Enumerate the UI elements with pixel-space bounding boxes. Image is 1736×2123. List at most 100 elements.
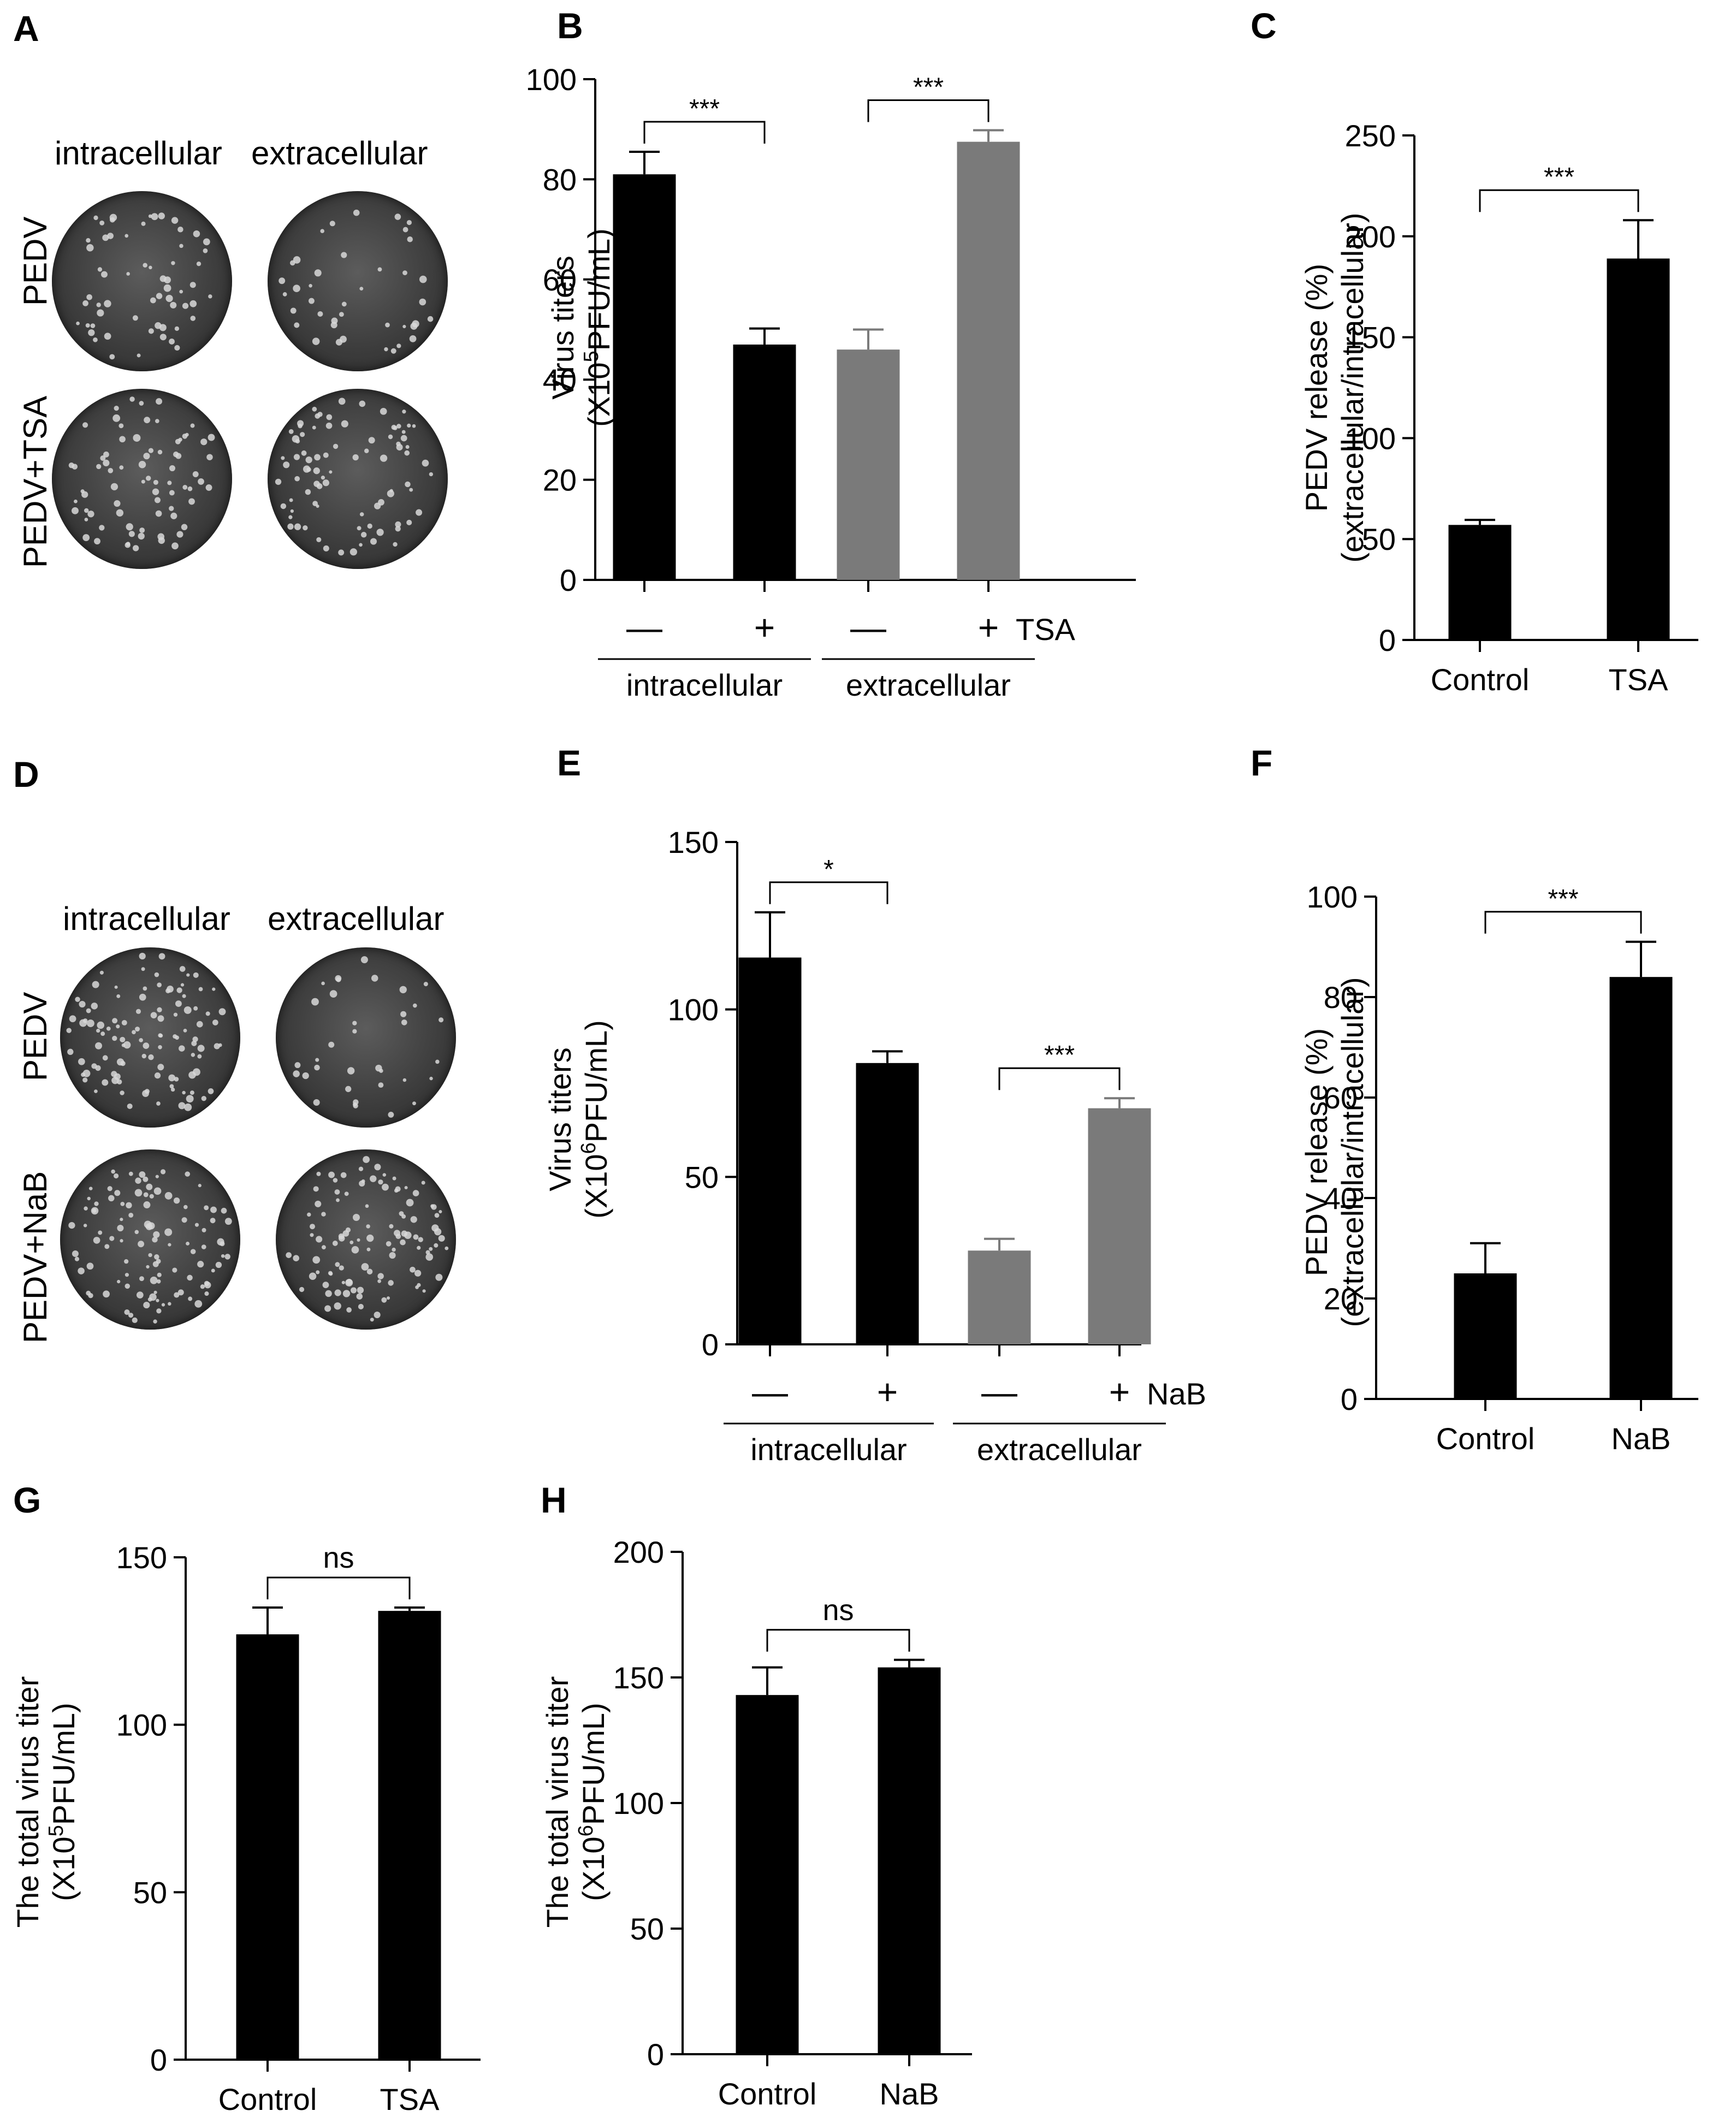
y-tick-label: 0 bbox=[1341, 1382, 1358, 1416]
significance-label: *** bbox=[1544, 163, 1574, 192]
y-tick-label: 0 bbox=[1379, 623, 1396, 657]
y-tick-label: 20 bbox=[543, 463, 577, 497]
x-tick-label: NaB bbox=[1611, 1421, 1671, 1456]
x-tick-label: TSA bbox=[1609, 662, 1669, 697]
y-tick-label: 150 bbox=[668, 825, 719, 859]
y-tick-label: 150 bbox=[116, 1540, 167, 1575]
y-tick-label: 20 bbox=[1324, 1282, 1358, 1316]
significance-bracket bbox=[769, 881, 888, 904]
significance-label: * bbox=[823, 855, 834, 884]
bar bbox=[1607, 258, 1670, 640]
y-tick-label: 50 bbox=[685, 1160, 719, 1194]
bar bbox=[736, 1695, 799, 2054]
group-label: intracellular bbox=[750, 1432, 906, 1467]
plaque-dish-image bbox=[276, 1149, 456, 1330]
plate-col-title-extracellular: extracellular bbox=[251, 135, 428, 171]
bar bbox=[1454, 1273, 1517, 1399]
x-tick-label: Control bbox=[1436, 1421, 1535, 1456]
x-tick-label: — bbox=[626, 607, 662, 648]
x-tick-label: Control bbox=[718, 2077, 817, 2111]
y-tick-label: 100 bbox=[668, 993, 719, 1027]
group-label: extracellular bbox=[977, 1432, 1142, 1467]
y-tick-label: 0 bbox=[560, 563, 577, 597]
y-tick-label: 50 bbox=[1362, 522, 1396, 556]
plaque-dish-image bbox=[276, 947, 456, 1128]
panel-label-d: D bbox=[13, 754, 39, 794]
x-tick-label: + bbox=[1109, 1372, 1130, 1412]
plate-row-title-pedv: PEDV bbox=[17, 216, 54, 306]
significance-label: *** bbox=[913, 73, 944, 102]
x-tick-label: Control bbox=[218, 2082, 317, 2116]
y-tick-label: 150 bbox=[613, 1661, 664, 1695]
x-tick-label: + bbox=[754, 607, 775, 648]
panel-label: F bbox=[1251, 743, 1272, 783]
significance-bracket bbox=[643, 121, 766, 144]
chart-e: E 0 50 100 150 Virus titers(X106PFU/mL) — + — + Na… bbox=[543, 743, 1206, 1467]
bar bbox=[378, 1611, 441, 2060]
y-axis-label: The total virus titer(X105PFU/mL) bbox=[10, 1676, 81, 1928]
y-tick-label: 200 bbox=[1345, 220, 1396, 254]
y-tick-label: 200 bbox=[613, 1535, 664, 1569]
x-tick-label: Control bbox=[1431, 662, 1530, 697]
group-label: extracellular bbox=[846, 668, 1011, 702]
x-tick-label: — bbox=[752, 1372, 788, 1412]
bar bbox=[1609, 977, 1673, 1399]
significance-bracket bbox=[766, 1629, 910, 1652]
bar bbox=[1088, 1108, 1151, 1344]
significance-label: *** bbox=[1548, 885, 1578, 914]
chart-h: H 0 50 100 150 200 The total virus titer(X106P… bbox=[540, 1480, 972, 2111]
y-tick-label: 80 bbox=[1324, 980, 1358, 1015]
plate-row-title-pedv-tsa: PEDV+TSA bbox=[17, 395, 54, 568]
chart-g: G 0 50 100 150 The total virus titer(X105PFU/… bbox=[10, 1480, 481, 2116]
bar bbox=[613, 174, 676, 580]
significance-label: ns bbox=[822, 1594, 854, 1627]
panel-label: C bbox=[1251, 5, 1277, 46]
plaque-dish-image bbox=[52, 191, 232, 371]
plate-col-title-intracellular: intracellular bbox=[63, 900, 230, 937]
bar bbox=[1448, 525, 1512, 640]
x-tick-label: + bbox=[978, 607, 999, 648]
plaque-dish-image bbox=[52, 389, 232, 569]
panel-label-a: A bbox=[13, 8, 39, 49]
chart-b: B 0 20 40 60 80 100 Virus titers(X105PFU/mL) — + —… bbox=[526, 5, 1136, 702]
y-axis-label: PEDV release (%)(extracellular/intracell… bbox=[1299, 212, 1370, 562]
significance-bracket bbox=[998, 1067, 1121, 1090]
y-tick-label: 40 bbox=[1324, 1181, 1358, 1215]
y-tick-label: 100 bbox=[1345, 421, 1396, 455]
y-tick-label: 50 bbox=[630, 1912, 664, 1946]
x-tick-label: — bbox=[981, 1372, 1017, 1412]
plate-col-title-intracellular: intracellular bbox=[55, 135, 222, 171]
y-tick-label: 100 bbox=[116, 1708, 167, 1742]
bar bbox=[957, 141, 1020, 580]
y-axis-label: Virus titers(X106PFU/mL) bbox=[543, 1020, 613, 1218]
treatment-label: TSA bbox=[1016, 612, 1076, 647]
x-tick-label: NaB bbox=[880, 2077, 939, 2111]
y-tick-label: 0 bbox=[702, 1327, 719, 1362]
x-tick-label: + bbox=[877, 1372, 898, 1412]
panel-label: H bbox=[541, 1480, 567, 1520]
plate-col-title-extracellular: extracellular bbox=[268, 900, 445, 937]
x-tick-label: TSA bbox=[380, 2082, 440, 2116]
bar bbox=[236, 1634, 299, 2060]
plate-row-title-pedv-nab: PEDV+NaB bbox=[17, 1171, 54, 1343]
y-tick-label: 80 bbox=[543, 162, 577, 197]
panel-label: E bbox=[557, 743, 581, 783]
y-axis-label: PEDV release (%)(extracellular/intracell… bbox=[1299, 977, 1370, 1327]
significance-bracket bbox=[1479, 189, 1639, 212]
panel-label: G bbox=[13, 1480, 41, 1520]
bar bbox=[878, 1667, 941, 2054]
bar bbox=[733, 345, 796, 580]
x-tick-label: — bbox=[850, 607, 886, 648]
plate-row-title-pedv: PEDV bbox=[17, 992, 54, 1081]
y-tick-label: 150 bbox=[1345, 321, 1396, 355]
y-tick-label: 100 bbox=[526, 62, 577, 97]
y-axis-label: Virus titers(X105PFU/mL) bbox=[546, 228, 616, 426]
y-tick-label: 100 bbox=[1307, 880, 1358, 914]
significance-label: *** bbox=[1044, 1041, 1075, 1070]
treatment-label: NaB bbox=[1147, 1377, 1206, 1411]
plaque-dish-image bbox=[268, 389, 448, 569]
y-tick-label: 250 bbox=[1345, 118, 1396, 153]
chart-f: F 0 20 40 60 80 100 PEDV release (%)(extracellu… bbox=[1251, 743, 1698, 1456]
panel-label: B bbox=[557, 5, 583, 46]
group-label: intracellular bbox=[626, 668, 783, 702]
